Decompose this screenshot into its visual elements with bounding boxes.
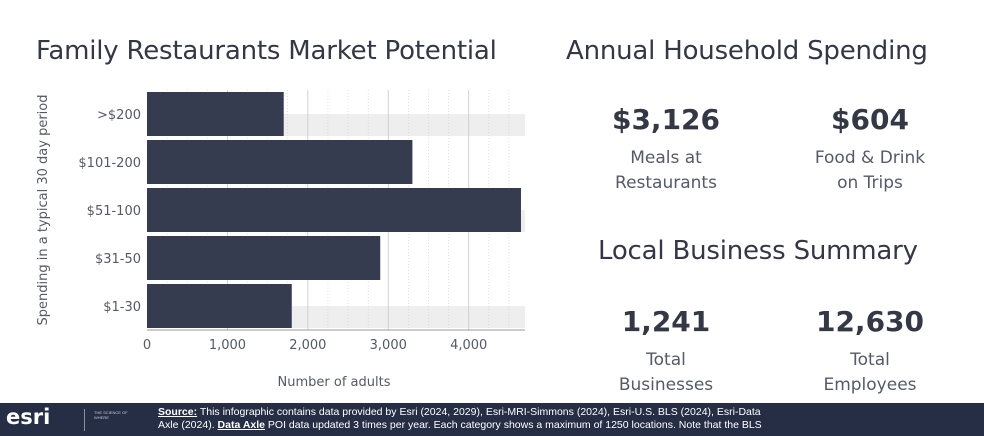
y-tick-label: $101-200 (78, 156, 141, 171)
business-summary-title: Local Business Summary (598, 236, 918, 266)
source-label: Source: (158, 406, 198, 418)
source-text-line1: This infographic contains data provided … (197, 406, 761, 418)
stat-total-businesses: 1,241 Total Businesses (566, 305, 766, 398)
x-tick-label: 3,000 (370, 338, 407, 353)
stat-label-line: Businesses (618, 375, 714, 395)
bar (147, 236, 381, 280)
chart-title: Family Restaurants Market Potential (36, 36, 497, 66)
y-tick-label: >$200 (97, 108, 141, 123)
stat-label: Food & Drink on Trips (770, 146, 970, 196)
logo-tagline: THE SCIENCE OF WHERE (94, 410, 128, 420)
x-tick-label: 4,000 (450, 338, 487, 353)
y-tick-label: $51-100 (87, 204, 141, 219)
stat-food-drink-on-trips: $604 Food & Drink on Trips (770, 103, 970, 196)
stat-label-line: Meals at (630, 148, 702, 168)
source-note: Source: This infographic contains data p… (158, 406, 978, 432)
stat-label-line: on Trips (837, 173, 903, 193)
source-text-line2-rest: POI data updated 3 times per year. Each … (265, 419, 762, 431)
y-tick-label: $1-30 (103, 300, 141, 315)
stat-value: $604 (831, 103, 909, 136)
bar (147, 188, 521, 232)
stat-label-line: Total (850, 350, 890, 370)
y-axis-label: Spending in a typical 30 day period (36, 95, 51, 326)
stat-label: Total Employees (770, 348, 970, 398)
stat-label: Total Businesses (566, 348, 766, 398)
stat-label-line: Restaurants (615, 173, 717, 193)
stat-label-line: Total (646, 350, 686, 370)
bar (147, 284, 292, 328)
y-tick-label: $31-50 (95, 252, 141, 267)
bar (147, 92, 284, 136)
stat-label: Meals at Restaurants (566, 146, 766, 196)
stat-label-line: Employees (823, 375, 917, 395)
x-tick-label: 2,000 (289, 338, 326, 353)
spending-title: Annual Household Spending (566, 36, 928, 66)
source-text-line2-start: Axle (2024). (158, 419, 218, 431)
esri-logo[interactable]: esri (6, 405, 51, 429)
stat-value: 12,630 (815, 305, 925, 338)
stat-label-line: Food & Drink (814, 148, 926, 168)
logo-divider (84, 409, 85, 431)
x-tick-label: 1,000 (209, 338, 246, 353)
stat-value: $3,126 (611, 103, 721, 136)
bar (147, 140, 413, 184)
data-axle-link[interactable]: Data Axle (217, 419, 265, 431)
x-tick-label: 0 (143, 338, 151, 353)
stat-meals-at-restaurants: $3,126 Meals at Restaurants (566, 103, 766, 196)
bar-chart: >$200 $101-200 $51-100 $31-50 $1-30 0 1,000 2,0… (36, 90, 525, 390)
x-axis-label: Number of adults (278, 375, 391, 390)
stat-total-employees: 12,630 Total Employees (770, 305, 970, 398)
footer: esri THE SCIENCE OF WHERE Source: This i… (0, 403, 984, 436)
stat-value: 1,241 (621, 305, 711, 338)
